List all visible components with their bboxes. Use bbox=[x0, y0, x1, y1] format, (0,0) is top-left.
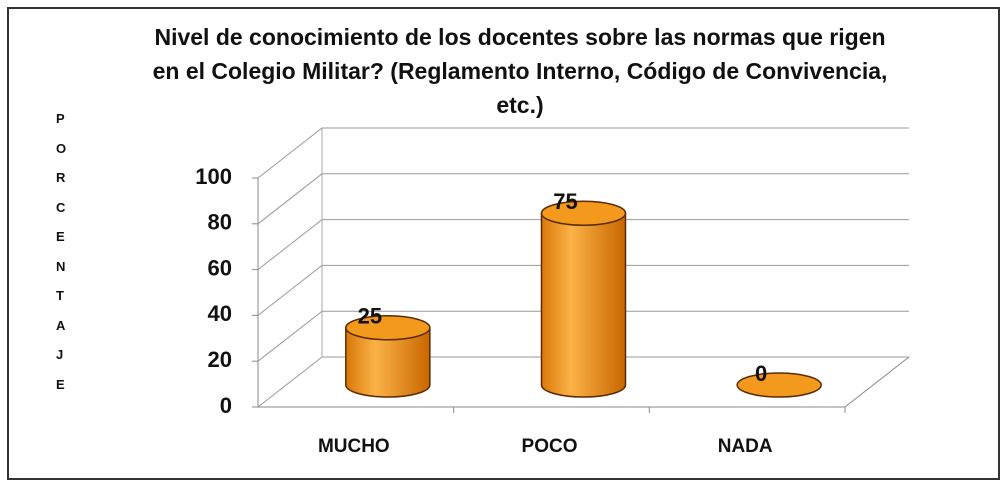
value-label: 75 bbox=[553, 189, 577, 214]
y-tick-label: 60 bbox=[208, 255, 232, 280]
cylinder-top bbox=[540, 200, 627, 226]
x-tick-label: MUCHO bbox=[318, 436, 390, 457]
y-tick-label: 40 bbox=[208, 301, 232, 326]
y-tick-label: 80 bbox=[208, 210, 232, 235]
cylinder-top bbox=[345, 315, 431, 341]
cylinder-top bbox=[736, 372, 822, 398]
cylinder-body bbox=[345, 327, 431, 398]
grid-line bbox=[257, 127, 909, 179]
cylinder-body bbox=[540, 212, 627, 398]
grid-line bbox=[257, 310, 909, 362]
grid-line bbox=[257, 173, 909, 225]
chart-title: Nivel de conocimiento de los docentes so… bbox=[152, 24, 888, 118]
x-tick-label: POCO bbox=[522, 436, 578, 457]
value-label: 25 bbox=[358, 304, 382, 329]
floor-edge bbox=[844, 356, 910, 408]
grid-line bbox=[257, 219, 909, 270]
x-tick-label: NADA bbox=[718, 436, 773, 457]
y-axis-label: PORCENTAJE bbox=[56, 111, 67, 392]
grid-line bbox=[257, 356, 909, 408]
grid-line bbox=[257, 264, 909, 316]
y-tick-label: 20 bbox=[208, 347, 232, 372]
y-tick-label: 0 bbox=[220, 393, 232, 418]
frame bbox=[7, 7, 1000, 480]
value-label: 0 bbox=[755, 361, 767, 386]
y-tick-label: 100 bbox=[195, 164, 232, 189]
